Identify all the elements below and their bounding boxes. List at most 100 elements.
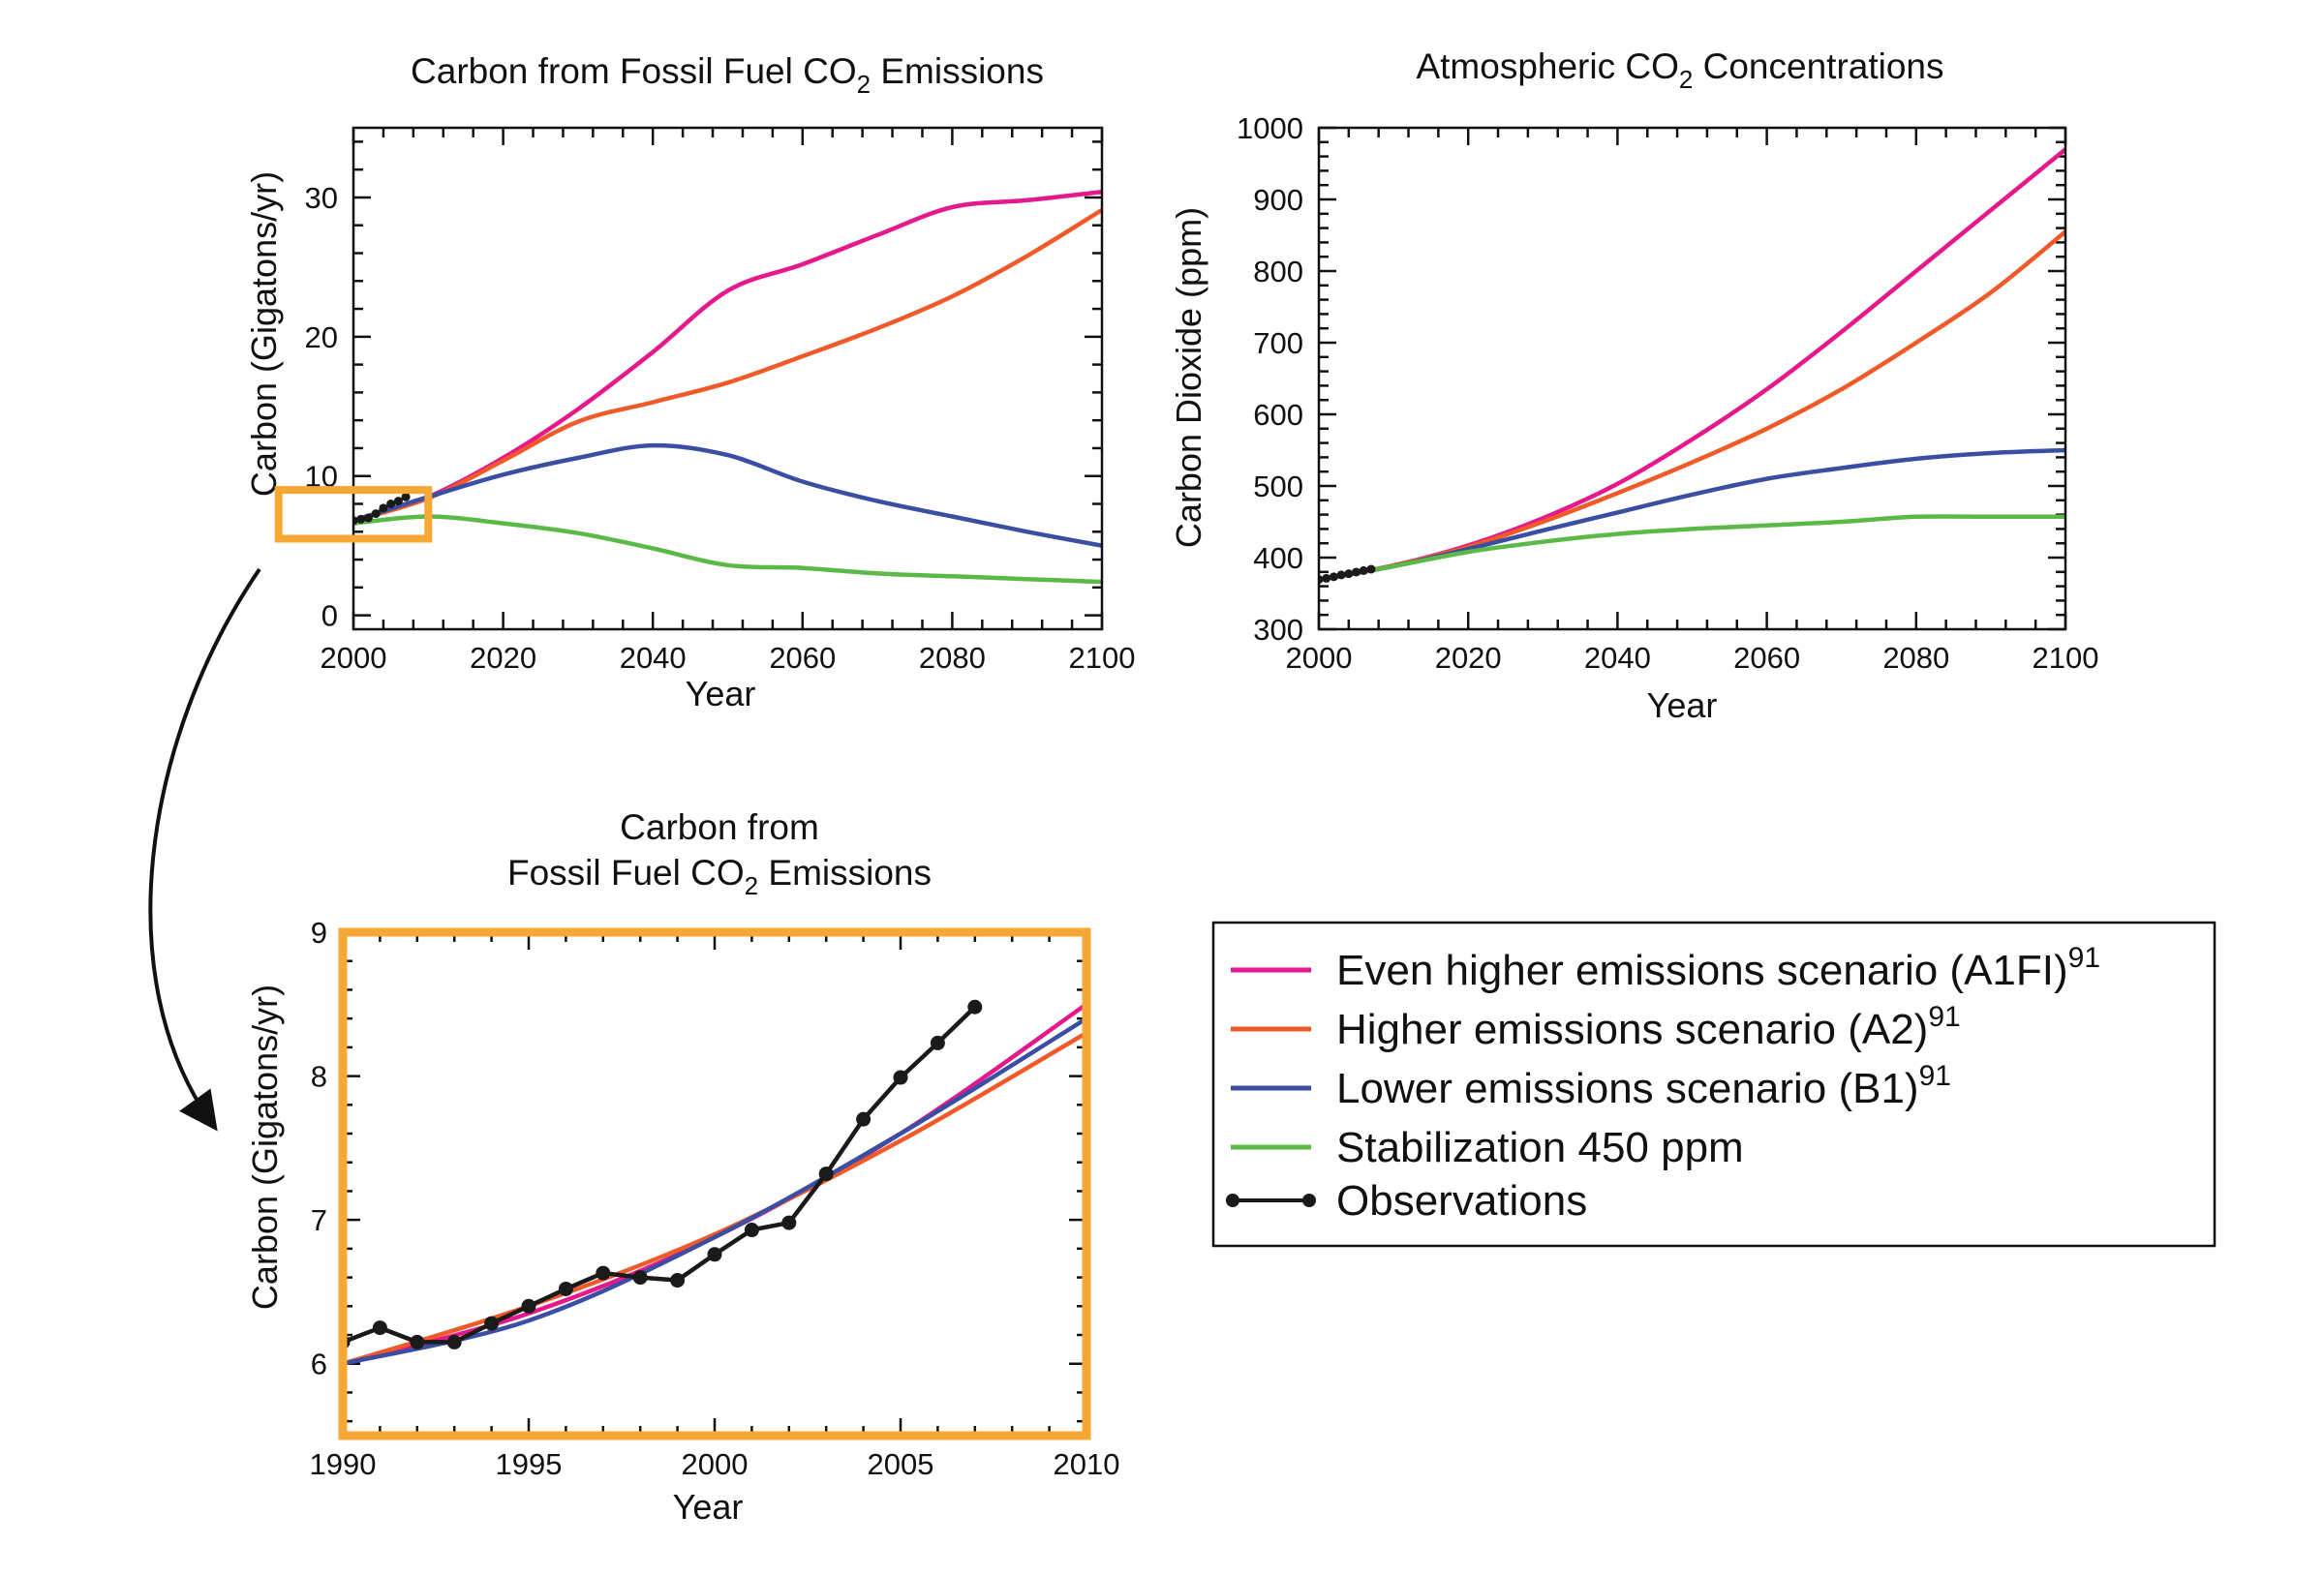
y-tick-label: 800 [1253, 255, 1303, 288]
inset-y-axis-label: Carbon (Gigatons/yr) [245, 985, 285, 1310]
legend-item-a2: Higher emissions scenario (A2)91 [1231, 1001, 1961, 1053]
zoom-highlight-box [274, 486, 433, 543]
x-tick-label: 2080 [1882, 641, 1949, 675]
inset-chart-title-line2: Fossil Fuel CO2 Emissions [507, 853, 932, 900]
obs-point [1352, 567, 1361, 577]
emissions-x-axis-label: Year [686, 674, 756, 713]
plot-frame [338, 927, 1091, 1440]
obs-point [372, 1320, 387, 1336]
obs-point [744, 1223, 759, 1238]
x-tick-label: 2100 [2033, 641, 2099, 675]
x-tick-label: 2005 [868, 1447, 934, 1481]
y-tick-label: 0 [321, 599, 338, 633]
series-line-b1 [343, 1015, 1086, 1366]
obs-point [893, 1070, 908, 1085]
obs-point [707, 1247, 722, 1262]
x-tick-label: 1990 [310, 1447, 377, 1481]
series-group [353, 189, 1102, 585]
x-tick-label: 2040 [1584, 641, 1651, 675]
series-group [343, 999, 1086, 1366]
series-group [1319, 146, 2065, 585]
obs-point [1366, 564, 1376, 574]
x-tick-label: 2080 [919, 641, 986, 675]
x-tick-label: 2060 [769, 641, 836, 675]
y-tick-label: 600 [1253, 398, 1303, 432]
concentration-chart: Atmospheric CO2 Concentrations Carbon Di… [1169, 46, 2098, 725]
obs-point [1344, 569, 1354, 579]
x-tick-label: 2100 [1069, 641, 1136, 675]
y-tick-label: 20 [305, 320, 338, 354]
x-tick-label: 2010 [1054, 1447, 1120, 1481]
y-tick-label: 300 [1253, 613, 1303, 647]
legend-label: Lower emissions scenario (B1)91 [1336, 1060, 1951, 1112]
obs-point [356, 514, 366, 524]
x-tick-label: 2000 [1286, 641, 1353, 675]
obs-point [632, 1270, 648, 1286]
legend-label: Even higher emissions scenario (A1FI)91 [1336, 942, 2100, 994]
legend-item-b1: Lower emissions scenario (B1)91 [1231, 1060, 1951, 1112]
y-tick-label: 1000 [1237, 111, 1303, 145]
obs-point [521, 1298, 536, 1314]
legend: Even higher emissions scenario (A1FI)91 H… [1211, 921, 2217, 1248]
legend-item-stab: Stabilization 450 ppm [1231, 1124, 1744, 1171]
legend-frame [1211, 921, 2217, 1248]
legend-label: Observations [1336, 1177, 1587, 1225]
obs-point [781, 1215, 797, 1230]
concentration-chart-title: Atmospheric CO2 Concentrations [1416, 46, 1943, 94]
obs-point [1322, 573, 1331, 583]
concentration-y-axis-label: Carbon Dioxide (ppm) [1169, 207, 1208, 548]
plot-frame [1317, 126, 2067, 631]
obs-point [967, 999, 983, 1015]
series-line-stab [353, 514, 1102, 585]
obs-point [484, 1316, 500, 1331]
legend-marker [1226, 1194, 1239, 1207]
series-line-a1fi [343, 1002, 1086, 1366]
emissions-chart: Carbon from Fossil Fuel CO2 Emissions Ca… [244, 51, 1135, 713]
x-tick-label: 2000 [321, 641, 387, 675]
obs-point [1336, 570, 1346, 580]
obs-point [446, 1334, 462, 1349]
x-tick-label: 2040 [620, 641, 687, 675]
y-tick-label: 400 [1253, 541, 1303, 575]
zoom-arrow [148, 567, 261, 1132]
x-tick-label: 2020 [1435, 641, 1502, 675]
inset-chart: Carbon from Fossil Fuel CO2 Emissions Ca… [245, 807, 1119, 1527]
obs-point [363, 513, 373, 523]
y-tick-label: 6 [311, 1348, 327, 1381]
inset-x-axis-label: Year [673, 1487, 744, 1527]
x-tick-label: 2060 [1733, 641, 1800, 675]
legend-item-a1fi: Even higher emissions scenario (A1FI)91 [1231, 942, 2100, 994]
obs-point [410, 1334, 425, 1349]
y-tick-label: 7 [311, 1203, 327, 1237]
series-line-a1fi [353, 189, 1102, 524]
x-tick-label: 1995 [496, 1447, 563, 1481]
y-tick-label: 900 [1253, 183, 1303, 217]
obs-point [1329, 572, 1338, 582]
y-tick-label: 500 [1253, 470, 1303, 503]
y-tick-label: 30 [305, 181, 338, 215]
y-tick-label: 8 [311, 1060, 327, 1094]
x-tick-label: 2000 [682, 1447, 749, 1481]
emissions-y-axis-label: Carbon (Gigatons/yr) [244, 171, 284, 497]
y-tick-label: 700 [1253, 326, 1303, 360]
obs-point [386, 500, 396, 508]
plot-frame [352, 126, 1104, 631]
series-line-a2 [343, 1030, 1086, 1366]
inset-chart-title-line1: Carbon from [620, 807, 819, 847]
emissions-chart-title: Carbon from Fossil Fuel CO2 Emissions [411, 51, 1044, 99]
obs-point [1359, 565, 1368, 575]
series-line-obs [343, 1005, 977, 1345]
x-tick-label: 2020 [470, 641, 536, 675]
concentration-x-axis-label: Year [1647, 685, 1718, 725]
obs-point [930, 1035, 945, 1050]
obs-point [596, 1265, 611, 1281]
obs-point [670, 1273, 686, 1288]
obs-point [401, 492, 411, 501]
obs-point [856, 1111, 872, 1127]
series-line-stab [1319, 514, 2065, 583]
obs-point [558, 1281, 573, 1296]
legend-marker [1302, 1194, 1316, 1207]
legend-label: Higher emissions scenario (A2)91 [1336, 1001, 1961, 1053]
obs-point [393, 497, 403, 506]
